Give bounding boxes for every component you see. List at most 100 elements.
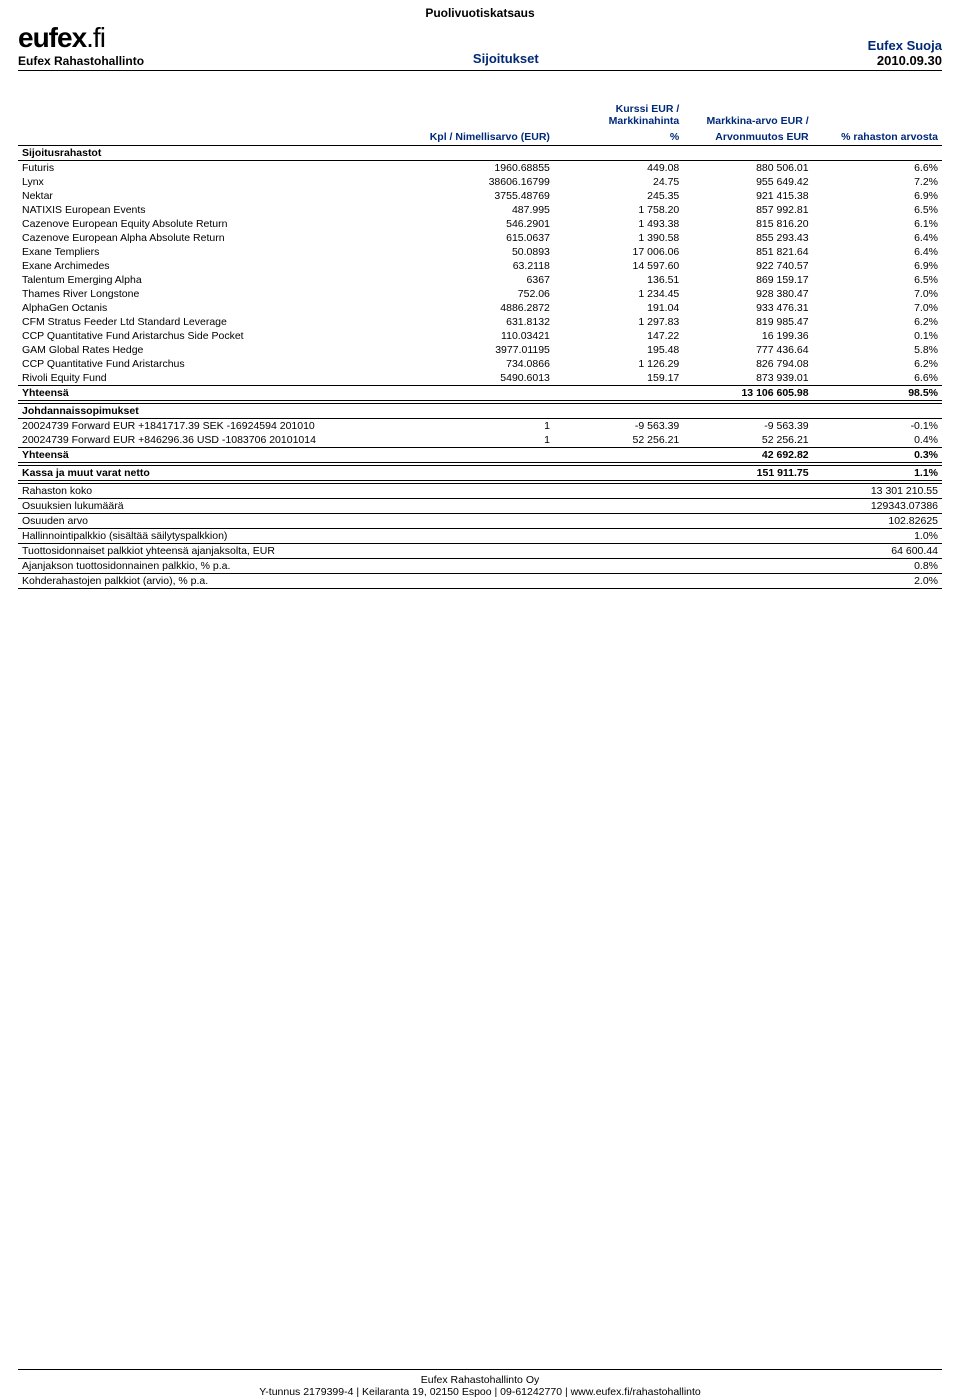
table-row: Thames River Longstone752.061 234.45928 … [18, 287, 942, 301]
cell-kpl: 734.0866 [425, 357, 554, 371]
logo-suffix: .fi [86, 22, 105, 53]
section-title: Sijoitusrahastot [18, 146, 942, 161]
logo-subtitle: Eufex Rahastohallinto [18, 54, 144, 68]
cell-kurssi: 1 234.45 [554, 287, 683, 301]
summary-value: 129343.07386 [813, 499, 942, 514]
cell-mark: 16 199.36 [683, 329, 812, 343]
table-row: Cazenove European Equity Absolute Return… [18, 217, 942, 231]
cell-mark: 857 992.81 [683, 203, 812, 217]
cell-kpl: 50.0893 [425, 245, 554, 259]
cell-mark: 855 293.43 [683, 231, 812, 245]
cell-kurssi: 14 597.60 [554, 259, 683, 273]
cell-pct: -0.1% [813, 419, 942, 434]
cell-name: GAM Global Rates Hedge [18, 343, 425, 357]
cell-kurssi: 159.17 [554, 371, 683, 386]
col-mark-2: Arvonmuutos EUR [683, 129, 812, 146]
total-row-2: Yhteensä 42 692.82 0.3% [18, 448, 942, 463]
table-row: Lynx38606.1679924.75955 649.427.2% [18, 175, 942, 189]
cell-pct: 6.9% [813, 259, 942, 273]
summary-row: Rahaston koko13 301 210.55 [18, 484, 942, 499]
cell-kpl: 631.8132 [425, 315, 554, 329]
total-label: Yhteensä [18, 386, 425, 401]
summary-row: Kohderahastojen palkkiot (arvio), % p.a.… [18, 574, 942, 589]
table-row: Exane Archimedes63.211814 597.60922 740.… [18, 259, 942, 273]
logo-main: eufex [18, 22, 86, 53]
cell-kpl: 110.03421 [425, 329, 554, 343]
cell-kurssi: 17 006.06 [554, 245, 683, 259]
cell-kurssi: 1 297.83 [554, 315, 683, 329]
total-mark: 13 106 605.98 [683, 386, 812, 401]
cell-name: NATIXIS European Events [18, 203, 425, 217]
cell-kpl: 5490.6013 [425, 371, 554, 386]
cell-kurssi: 245.35 [554, 189, 683, 203]
cell-kpl: 1960.68855 [425, 161, 554, 176]
cell-name: Exane Archimedes [18, 259, 425, 273]
cell-name: CCP Quantitative Fund Aristarchus Side P… [18, 329, 425, 343]
summary-row: Ajanjakson tuottosidonnainen palkkio, % … [18, 559, 942, 574]
table-row: 20024739 Forward EUR +846296.36 USD -108… [18, 433, 942, 448]
total-row-1: Yhteensä 13 106 605.98 98.5% [18, 386, 942, 401]
cell-mark: 873 939.01 [683, 371, 812, 386]
cell-mark: -9 563.39 [683, 419, 812, 434]
summary-label: Rahaston koko [18, 484, 813, 499]
cell-kurssi: 195.48 [554, 343, 683, 357]
cell-pct: 0.4% [813, 433, 942, 448]
cell-kurssi: 147.22 [554, 329, 683, 343]
header-right: Eufex Suoja 2010.09.30 [868, 38, 942, 68]
col-mark-1: Markkina-arvo EUR / [683, 101, 812, 129]
summary-label: Hallinnointipalkkio (sisältää säilytyspa… [18, 529, 813, 544]
summary-value: 0.8% [813, 559, 942, 574]
table-row: Futuris1960.68855449.08880 506.016.6% [18, 161, 942, 176]
table-row: GAM Global Rates Hedge3977.01195195.4877… [18, 343, 942, 357]
summary-label: Kohderahastojen palkkiot (arvio), % p.a. [18, 574, 813, 589]
table-row: Exane Templiers50.089317 006.06851 821.6… [18, 245, 942, 259]
cell-pct: 7.0% [813, 301, 942, 315]
summary-value: 64 600.44 [813, 544, 942, 559]
cell-pct: 6.6% [813, 371, 942, 386]
cell-mark: 52 256.21 [683, 433, 812, 448]
cell-pct: 6.9% [813, 189, 942, 203]
cell-mark: 777 436.64 [683, 343, 812, 357]
cell-name: Exane Templiers [18, 245, 425, 259]
cell-name: Nektar [18, 189, 425, 203]
summary-label: Osuuksien lukumäärä [18, 499, 813, 514]
summary-row: Tuottosidonnaiset palkkiot yhteensä ajan… [18, 544, 942, 559]
cell-pct: 7.2% [813, 175, 942, 189]
summary-value: 2.0% [813, 574, 942, 589]
report-date: 2010.09.30 [868, 53, 942, 68]
summary-value: 1.0% [813, 529, 942, 544]
table-row: 20024739 Forward EUR +1841717.39 SEK -16… [18, 419, 942, 434]
cell-name: Talentum Emerging Alpha [18, 273, 425, 287]
page-header: eufex.fi Eufex Rahastohallinto Sijoituks… [18, 24, 942, 71]
cell-pct: 6.2% [813, 357, 942, 371]
section-title: Johdannaissopimukset [18, 404, 942, 419]
cell-pct: 6.4% [813, 245, 942, 259]
cell-pct: 6.6% [813, 161, 942, 176]
cell-kpl: 487.995 [425, 203, 554, 217]
holdings-table: Kurssi EUR / Markkinahinta Markkina-arvo… [18, 101, 942, 589]
cell-kpl: 3977.01195 [425, 343, 554, 357]
header-center: Sijoitukset [473, 51, 539, 68]
cell-pct: 0.1% [813, 329, 942, 343]
cell-kurssi: 191.04 [554, 301, 683, 315]
cell-mark: 928 380.47 [683, 287, 812, 301]
section-header-sijoitusrahastot: Sijoitusrahastot [18, 146, 942, 161]
report-super-title: Puolivuotiskatsaus [18, 6, 942, 20]
summary-row: Hallinnointipalkkio (sisältää säilytyspa… [18, 529, 942, 544]
summary-value: 13 301 210.55 [813, 484, 942, 499]
cell-kpl: 615.0637 [425, 231, 554, 245]
summary-row: Osuuden arvo102.82625 [18, 514, 942, 529]
page-footer: Eufex Rahastohallinto Oy Y-tunnus 217939… [18, 1369, 942, 1398]
kassa-row: Kassa ja muut varat netto 151 911.75 1.1… [18, 466, 942, 481]
col-kpl: Kpl / Nimellisarvo (EUR) [425, 129, 554, 146]
cell-kpl: 3755.48769 [425, 189, 554, 203]
cell-kurssi: 1 390.58 [554, 231, 683, 245]
cell-mark: 955 649.42 [683, 175, 812, 189]
cell-mark: 869 159.17 [683, 273, 812, 287]
cell-kurssi: 1 493.38 [554, 217, 683, 231]
logo: eufex.fi [18, 24, 144, 52]
table-row: AlphaGen Octanis4886.2872191.04933 476.3… [18, 301, 942, 315]
footer-line-2: Y-tunnus 2179399-4 | Keilaranta 19, 0215… [18, 1386, 942, 1398]
cell-name: AlphaGen Octanis [18, 301, 425, 315]
cell-pct: 6.1% [813, 217, 942, 231]
